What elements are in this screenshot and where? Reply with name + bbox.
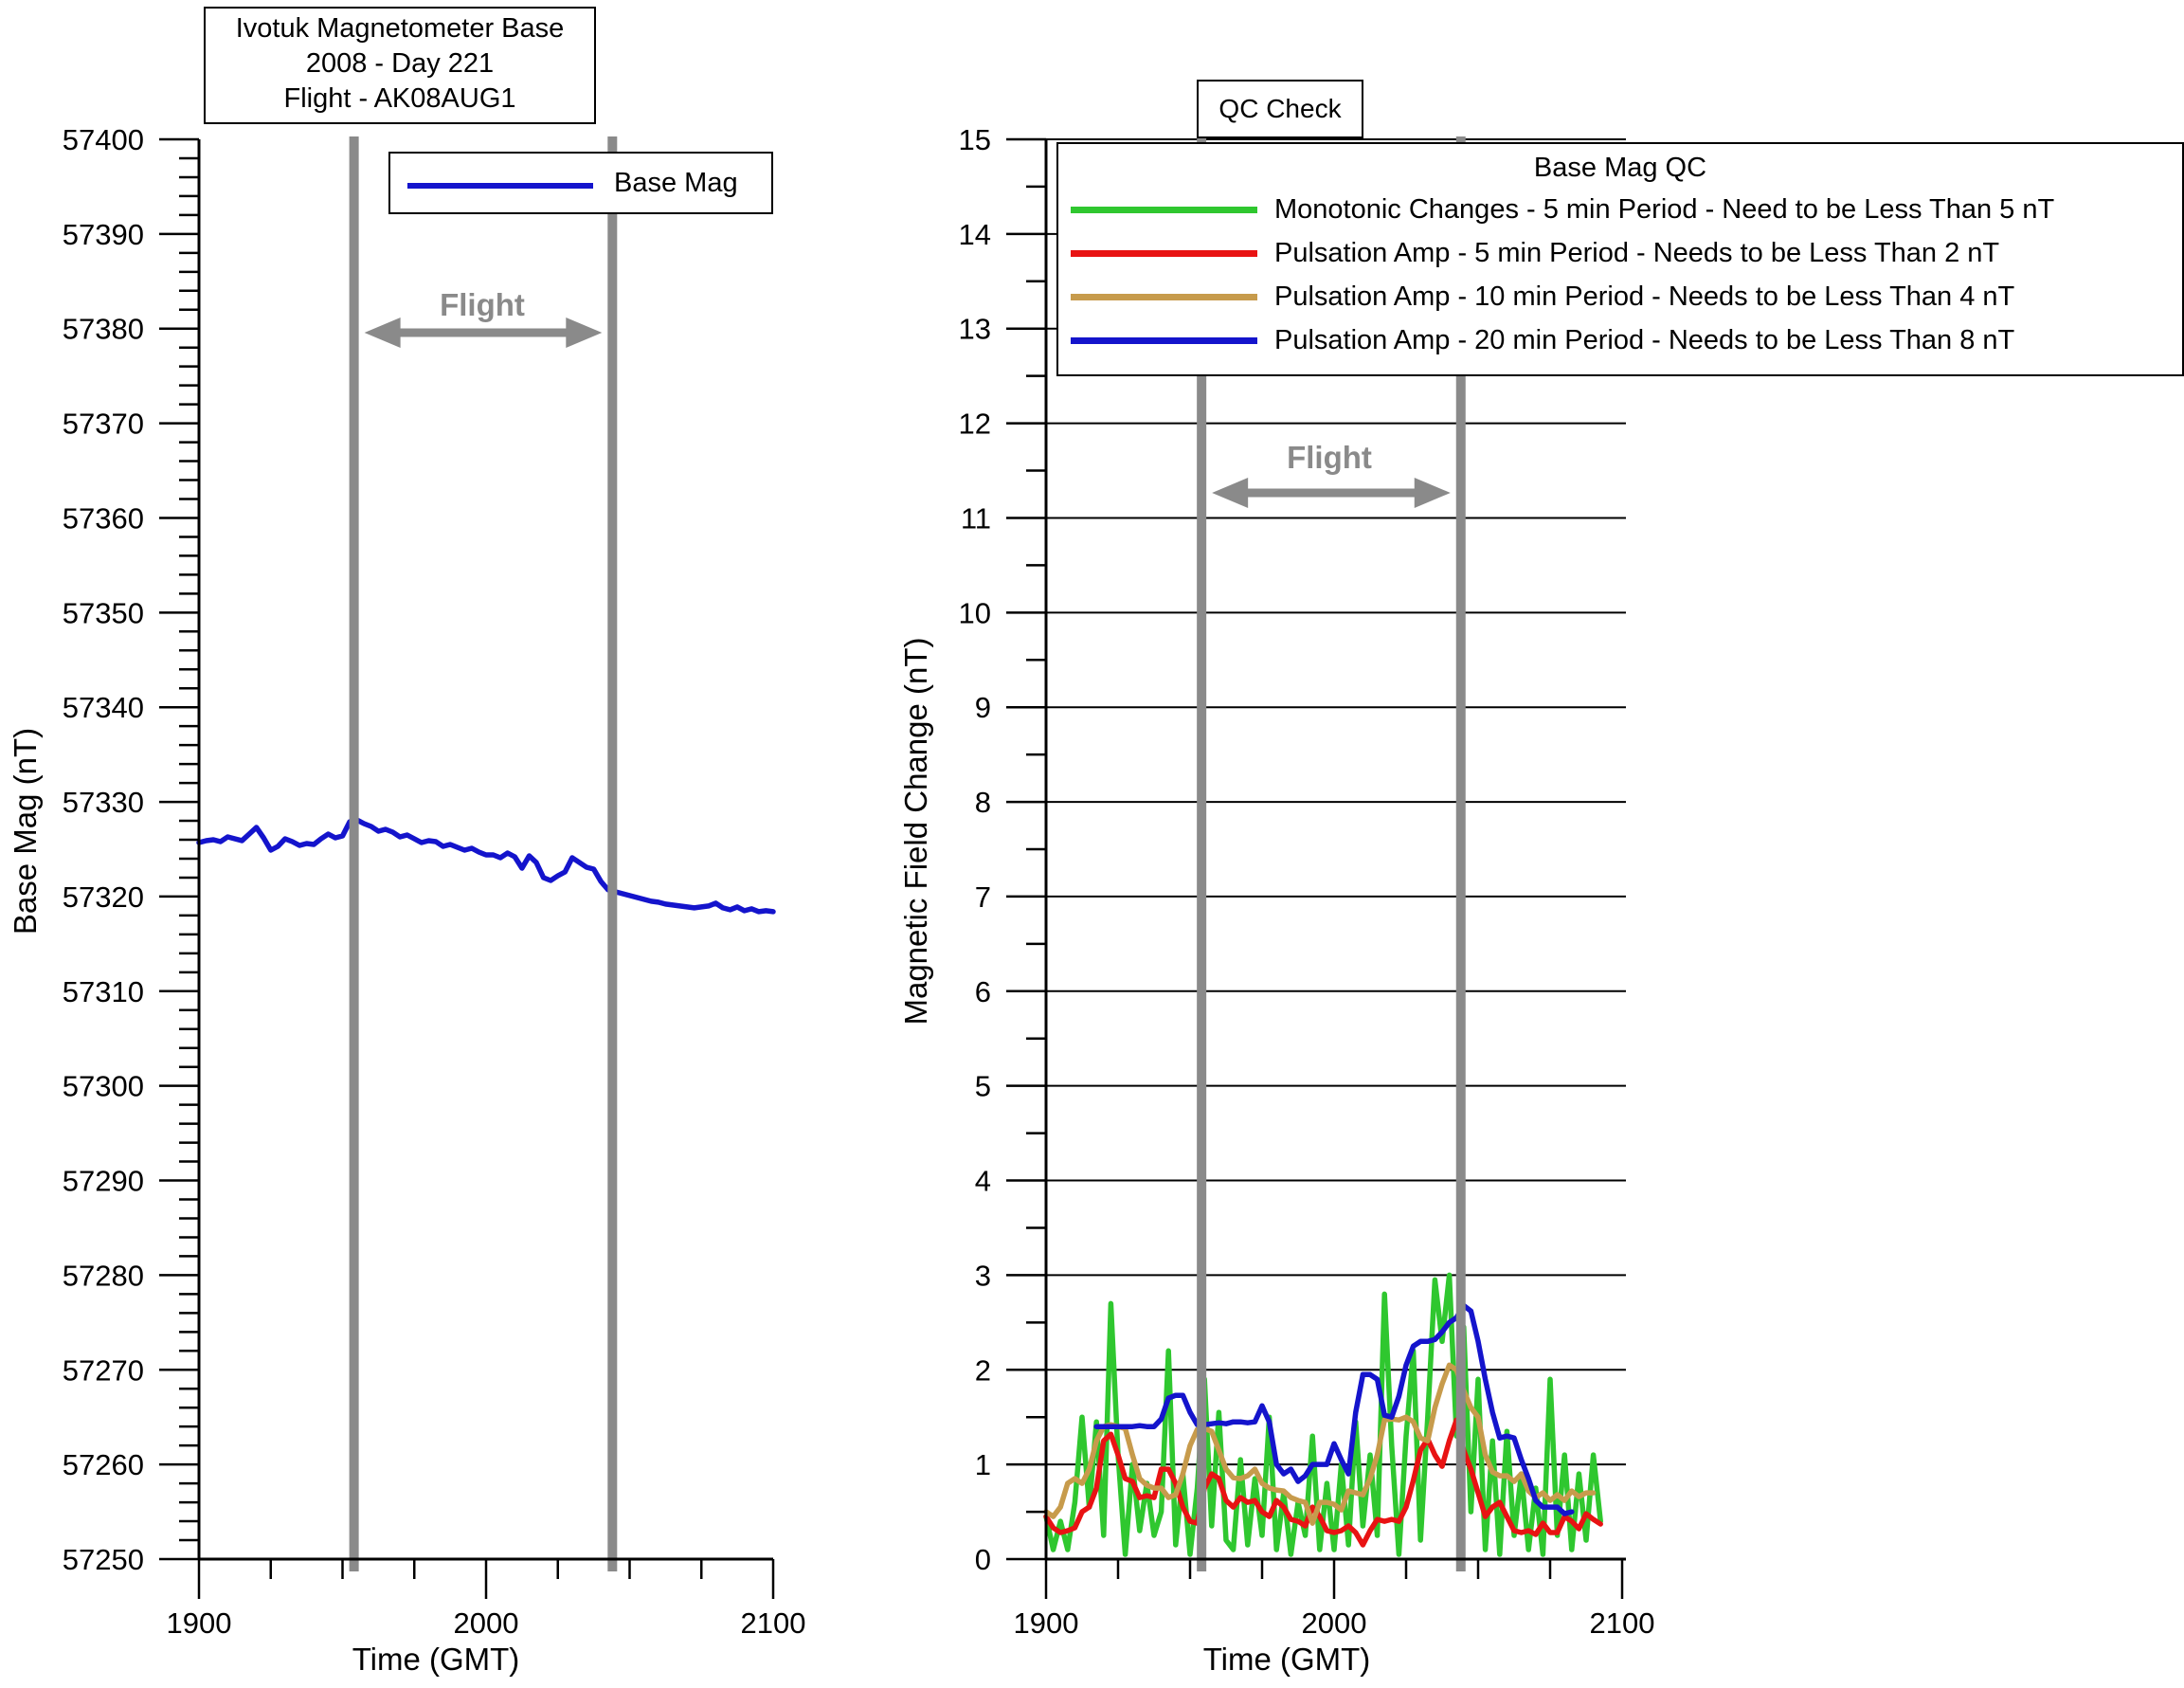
y-tick-label: 7	[975, 880, 991, 914]
y-tick-label: 11	[961, 501, 991, 535]
x-tick-label: 2100	[1590, 1606, 1655, 1640]
y-tick-label: 57300	[63, 1070, 144, 1103]
y-tick-label: 57250	[63, 1543, 144, 1576]
legend-row-monotonic: Monotonic Changes - 5 min Period - Need …	[1058, 188, 2182, 231]
left-title-line-1: Ivotuk Magnetometer Base	[235, 13, 565, 44]
y-tick-label: 57270	[63, 1353, 144, 1387]
left-x-axis-title: Time (GMT)	[352, 1642, 520, 1677]
y-tick-label: 2	[975, 1353, 991, 1387]
y-tick-label: 15	[959, 123, 991, 156]
legend-label-pulsation-5: Pulsation Amp - 5 min Period - Needs to …	[1274, 237, 2000, 268]
y-tick-label: 13	[959, 313, 991, 346]
legend-row-pulsation-10: Pulsation Amp - 10 min Period - Needs to…	[1058, 275, 2182, 318]
x-tick-label: 2000	[1302, 1606, 1367, 1640]
y-tick-label: 57330	[63, 786, 144, 819]
right-legend-title: Base Mag QC	[1533, 153, 1707, 183]
left-title-line-2: 2008 - Day 221	[305, 48, 495, 79]
red-legend-line-icon	[1071, 250, 1257, 257]
x-tick-label: 1900	[1014, 1606, 1079, 1640]
flight-arrow-right-head	[1414, 478, 1451, 508]
y-tick-label: 57310	[63, 975, 144, 1008]
y-tick-label: 57370	[63, 408, 144, 441]
legend-row-pulsation-20: Pulsation Amp - 20 min Period - Needs to…	[1058, 318, 2182, 362]
y-tick-label: 6	[975, 975, 991, 1008]
qc-check-title-box: QC Check	[1197, 80, 1363, 138]
left-plot-title-box: Ivotuk Magnetometer Base 2008 - Day 221 …	[204, 7, 596, 124]
x-tick-label: 1900	[167, 1606, 232, 1640]
left-legend-box: Base Mag	[388, 152, 773, 214]
green-legend-line-icon	[1071, 207, 1257, 213]
y-tick-label: 9	[975, 691, 991, 724]
tan-legend-line-icon	[1071, 294, 1257, 300]
y-tick-label: 3	[975, 1259, 991, 1292]
right-y-axis-title: Magnetic Field Change (nT)	[898, 637, 933, 1026]
y-tick-label: 57380	[63, 313, 144, 346]
y-tick-label: 4	[975, 1165, 991, 1198]
y-tick-label: 57400	[63, 123, 144, 156]
y-tick-label: 57320	[63, 880, 144, 914]
base-mag-legend-label: Base Mag	[614, 167, 738, 198]
flight-arrow-left-head	[1212, 478, 1249, 508]
series-line-0	[1043, 1272, 1603, 1557]
right-legend-box: Base Mag QC Monotonic Changes - 5 min Pe…	[1056, 142, 2184, 376]
y-tick-label: 57290	[63, 1165, 144, 1198]
y-tick-label: 10	[959, 596, 991, 629]
flight-arrow-right-head	[566, 318, 603, 348]
legend-label-monotonic: Monotonic Changes - 5 min Period - Need …	[1274, 193, 2055, 225]
y-tick-label: 5	[975, 1070, 991, 1103]
legend-label-pulsation-20: Pulsation Amp - 20 min Period - Needs to…	[1274, 324, 2015, 355]
legend-label-pulsation-10: Pulsation Amp - 10 min Period - Needs to…	[1274, 281, 2015, 312]
y-tick-label: 57350	[63, 596, 144, 629]
right-flight-annotation: Flight	[1287, 440, 1372, 475]
base-mag-legend-line-icon	[407, 183, 593, 189]
left-y-axis-title: Base Mag (nT)	[8, 727, 43, 935]
left-title-line-3: Flight - AK08AUG1	[283, 83, 516, 114]
legend-row-pulsation-5: Pulsation Amp - 5 min Period - Needs to …	[1058, 231, 2182, 275]
y-tick-label: 8	[975, 786, 991, 819]
y-tick-label: 57280	[63, 1259, 144, 1292]
y-tick-label: 12	[959, 408, 991, 441]
y-tick-label: 0	[975, 1543, 991, 1576]
y-tick-label: 57360	[63, 501, 144, 535]
y-tick-label: 57390	[63, 218, 144, 251]
series-line-1	[1043, 1417, 1603, 1548]
y-tick-label: 57340	[63, 691, 144, 724]
flight-arrow-left-head	[364, 318, 401, 348]
x-tick-label: 2100	[741, 1606, 806, 1640]
y-tick-label: 1	[975, 1448, 991, 1481]
right-x-axis-title: Time (GMT)	[1202, 1642, 1371, 1677]
left-flight-annotation: Flight	[440, 287, 525, 322]
blue-legend-line-icon	[1071, 337, 1257, 344]
series-line-3	[1093, 1302, 1575, 1516]
series-line-2	[1043, 1362, 1597, 1526]
series-line-0	[196, 817, 776, 915]
y-tick-label: 14	[959, 218, 991, 251]
qc-check-title: QC Check	[1218, 94, 1342, 123]
x-tick-label: 2000	[454, 1606, 519, 1640]
y-tick-label: 57260	[63, 1448, 144, 1481]
